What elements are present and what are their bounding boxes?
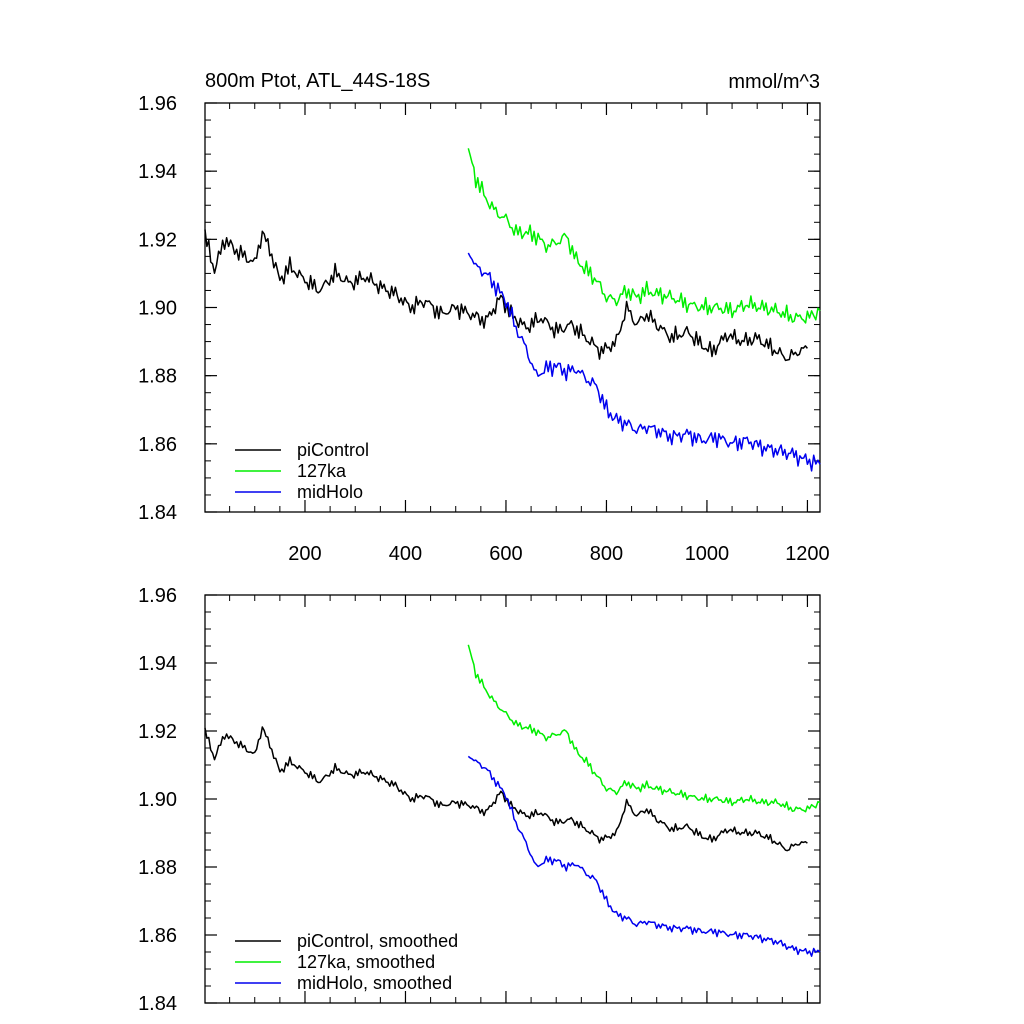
legend-label: midHolo: [297, 482, 363, 502]
x-tick-label: 1200: [785, 543, 830, 565]
series-line-picontrol-smoothed: [204, 726, 808, 852]
y-tick-label: 1.86: [138, 434, 177, 456]
x-tick-label: 200: [288, 543, 321, 565]
series-line-midholo-smoothed: [467, 755, 821, 957]
y-tick-label: 1.90: [138, 789, 177, 811]
y-tick-label: 1.92: [138, 229, 177, 251]
y-tick-label: 1.94: [138, 161, 177, 183]
panel-raw: 1.84 1.86 1.88 1.90 1.92 1.94 1.96 200 400 600 800…: [138, 93, 830, 565]
y-tick-label: 1.84: [138, 993, 177, 1015]
y-tick-label: 1.86: [138, 925, 177, 947]
y-tick-label: 1.94: [138, 653, 177, 675]
series-line-127ka: [467, 148, 821, 324]
y-tick-label: 1.84: [138, 502, 177, 524]
legend-label: piControl: [297, 440, 369, 460]
series-line-127ka-smoothed: [467, 644, 821, 813]
x-tick-label: 800: [590, 543, 623, 565]
legend-label: midHolo, smoothed: [297, 973, 452, 993]
y-tick-label: 1.96: [138, 93, 177, 115]
series-line-picontrol: [204, 229, 808, 362]
y-tick-label: 1.96: [138, 585, 177, 607]
panel-smoothed: 1.84 1.86 1.88 1.90 1.92 1.94 1.96 piControl, s…: [138, 585, 821, 1015]
legend-label: 127ka, smoothed: [297, 952, 435, 972]
x-tick-label: 600: [489, 543, 522, 565]
legend-label: piControl, smoothed: [297, 931, 458, 951]
y-tick-label: 1.92: [138, 721, 177, 743]
y-tick-label: 1.88: [138, 857, 177, 879]
x-tick-label: 400: [389, 543, 422, 565]
series-line-midholo: [467, 252, 821, 472]
y-tick-label: 1.90: [138, 298, 177, 320]
units-label: mmol/m^3: [728, 71, 820, 93]
y-tick-label: 1.88: [138, 366, 177, 388]
legend-label: 127ka: [297, 461, 347, 481]
chart-title: 800m Ptot, ATL_44S-18S: [205, 70, 430, 92]
x-tick-label: 1000: [685, 543, 730, 565]
